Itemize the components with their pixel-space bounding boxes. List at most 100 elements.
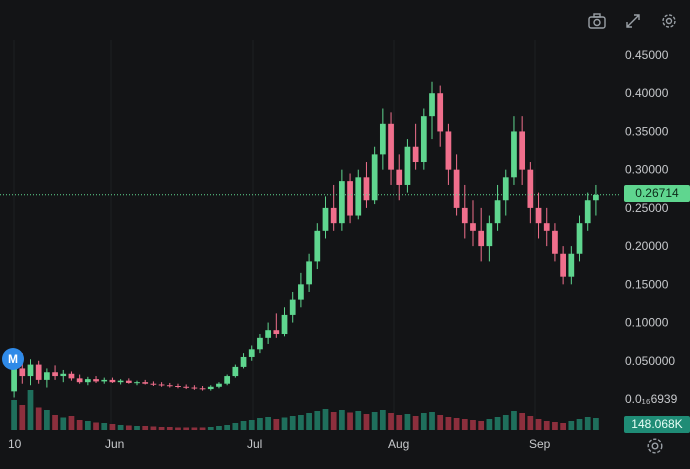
volume-bar — [396, 415, 403, 430]
candle-body — [199, 388, 206, 390]
candle-body — [109, 379, 116, 383]
candle-body — [257, 337, 263, 350]
grid-layer — [13, 40, 536, 430]
candle-body — [322, 207, 329, 231]
time-axis[interactable]: 10 Jun Jul Aug Sep — [8, 437, 551, 451]
candle-body — [273, 330, 280, 335]
candle-body — [486, 223, 493, 247]
candle-body — [248, 349, 255, 357]
price-tick-label: 0.40000 — [625, 86, 669, 100]
time-tick-label: Sep — [529, 437, 551, 451]
candle-body — [543, 223, 550, 231]
volume-bar — [248, 420, 255, 430]
candle-body — [404, 146, 411, 185]
volume-bar — [486, 419, 493, 430]
candle-body — [527, 169, 534, 208]
candle-body — [502, 177, 509, 201]
candle-body — [511, 131, 517, 178]
candle-body — [396, 169, 403, 185]
price-tick-label: 0.15000 — [625, 277, 669, 291]
chart-toolbar — [586, 10, 680, 32]
volume-bar — [158, 427, 165, 430]
candle-body — [84, 379, 91, 383]
candle-body — [371, 154, 378, 201]
volume-bar — [216, 426, 222, 430]
candle-layer — [11, 81, 599, 398]
candle-body — [461, 207, 468, 224]
volume-bar — [224, 425, 231, 430]
price-tick-label: 0.30000 — [625, 163, 669, 177]
volume-bar — [199, 427, 206, 430]
volume-bar — [142, 426, 149, 430]
expand-icon[interactable] — [622, 10, 644, 32]
volume-bar — [330, 412, 337, 430]
price-axis[interactable]: 0.45000 0.40000 0.35000 0.30000 0.25000 0.200… — [625, 48, 678, 406]
candle-body — [470, 223, 476, 231]
volume-bar — [265, 417, 271, 430]
volume-bar — [240, 421, 247, 430]
volume-bar — [306, 413, 312, 430]
volume-bar — [93, 422, 99, 430]
candle-body — [363, 177, 370, 201]
volume-bar — [134, 426, 140, 430]
candle-body — [298, 284, 304, 300]
volume-bar — [388, 413, 394, 430]
event-marker[interactable]: M — [2, 348, 24, 370]
volume-bar — [560, 423, 566, 430]
candle-body — [150, 383, 157, 385]
candle-body — [76, 378, 83, 383]
volume-bar — [445, 417, 452, 430]
candle-body — [224, 376, 231, 384]
candle-body — [142, 382, 149, 384]
volume-layer — [11, 390, 599, 430]
candle-body — [339, 181, 345, 224]
volume-bar — [429, 412, 435, 430]
volume-bar — [60, 417, 67, 430]
candle-body — [27, 364, 34, 377]
candle-body — [347, 181, 353, 216]
candle-body — [453, 169, 460, 208]
gear-icon[interactable] — [658, 10, 680, 32]
volume-bar — [412, 416, 419, 430]
price-tick-label: 0.20000 — [625, 239, 669, 253]
volume-bar — [84, 421, 91, 430]
candle-body — [314, 230, 321, 262]
volume-bar — [281, 417, 288, 430]
volume-bar — [511, 411, 517, 430]
price-tick-label: 0.45000 — [625, 48, 669, 62]
candle-body — [216, 383, 222, 387]
candle-body — [568, 253, 575, 277]
price-tick-label: 0.10000 — [625, 316, 669, 330]
volume-bar — [11, 400, 17, 430]
price-tick-label: 0.0₁₆6939 — [625, 392, 678, 406]
candle-body — [552, 230, 558, 254]
time-tick-label: Aug — [388, 437, 409, 451]
candle-body — [576, 223, 583, 254]
time-tick-label: 10 — [8, 437, 22, 451]
candle-body — [134, 382, 140, 384]
volume-bar — [363, 414, 370, 430]
candle-body — [60, 373, 67, 377]
candle-body — [265, 330, 271, 338]
volume-bar — [166, 427, 173, 430]
candle-body — [183, 386, 190, 388]
volume-bar — [420, 413, 427, 430]
volume-bar — [494, 417, 501, 430]
volume-bar — [543, 421, 550, 430]
candle-body — [281, 314, 288, 335]
volume-bar — [371, 412, 378, 430]
price-tick-label: 0.35000 — [625, 124, 669, 138]
gear-icon[interactable] — [646, 437, 664, 455]
volume-bar — [27, 390, 34, 430]
candle-body — [11, 368, 17, 392]
candle-body — [478, 230, 485, 247]
volume-bar — [35, 407, 42, 430]
volume-bar — [289, 416, 296, 430]
volume-bar — [19, 405, 26, 430]
volume-bar — [576, 419, 583, 430]
camera-icon[interactable] — [586, 10, 608, 32]
volume-bar — [117, 425, 124, 430]
volume-bar — [527, 416, 534, 430]
candle-body — [330, 207, 337, 224]
